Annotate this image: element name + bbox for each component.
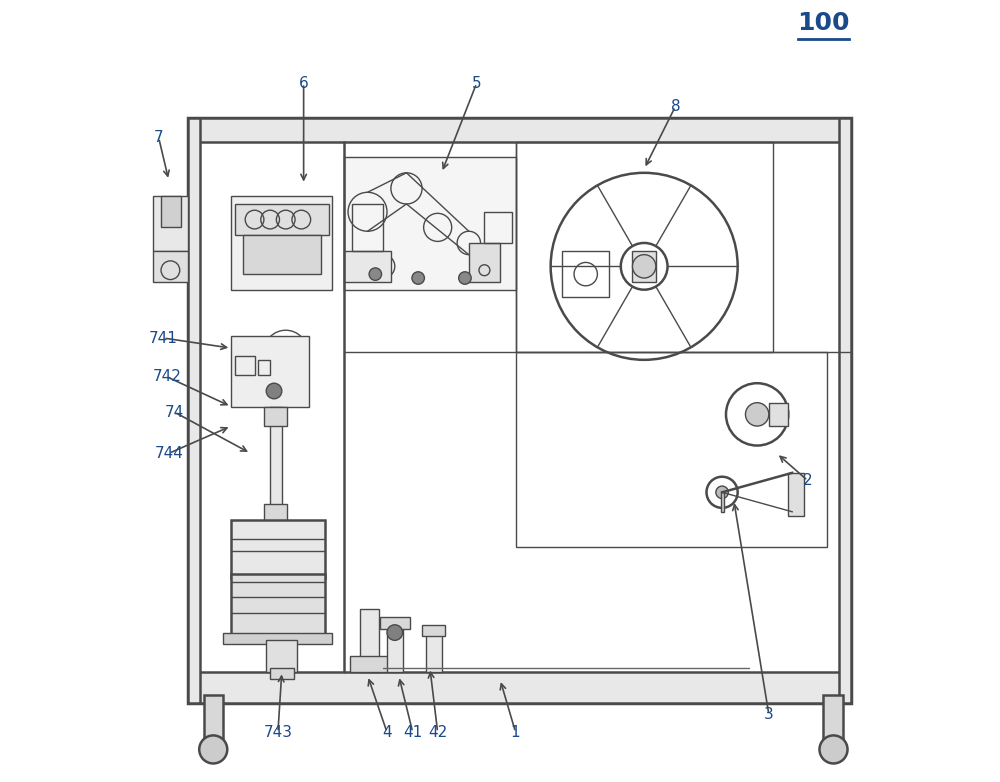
Text: 41: 41 [403, 725, 422, 740]
Text: 4: 4 [382, 725, 392, 740]
Bar [264, 504, 287, 523]
Bar [243, 235, 321, 274]
Circle shape [387, 625, 403, 640]
Bar [270, 668, 294, 680]
Circle shape [632, 255, 656, 278]
Bar [839, 118, 851, 703]
Bar [350, 656, 389, 672]
Bar [380, 617, 410, 629]
Bar [231, 519, 325, 578]
Bar [516, 142, 773, 352]
Bar [188, 672, 851, 703]
Bar [769, 403, 788, 426]
Bar [344, 157, 516, 289]
Circle shape [819, 735, 848, 763]
Bar [516, 352, 827, 547]
Bar [266, 640, 297, 672]
Text: 6: 6 [299, 76, 309, 91]
Bar [721, 493, 724, 511]
Text: 1: 1 [511, 725, 520, 740]
Bar [264, 407, 287, 426]
Text: 742: 742 [153, 369, 182, 385]
Bar [188, 118, 851, 142]
Bar [387, 625, 403, 672]
Circle shape [459, 272, 471, 284]
Text: 8: 8 [671, 99, 680, 114]
Text: 74: 74 [165, 404, 184, 419]
Text: 743: 743 [263, 725, 292, 740]
Bar [360, 609, 379, 672]
Bar [484, 212, 512, 243]
Bar [161, 196, 181, 228]
Text: 7: 7 [154, 131, 164, 145]
Text: 5: 5 [472, 76, 481, 91]
Bar [153, 251, 188, 282]
Bar [352, 204, 383, 251]
Bar [344, 251, 391, 282]
Circle shape [716, 486, 728, 499]
Circle shape [266, 383, 282, 399]
Circle shape [412, 272, 424, 284]
Circle shape [745, 403, 769, 426]
Text: 42: 42 [428, 725, 447, 740]
Bar [258, 360, 270, 375]
Bar [270, 407, 282, 547]
Bar [153, 196, 188, 251]
Text: 741: 741 [149, 331, 178, 346]
Text: 3: 3 [764, 707, 774, 722]
Bar [188, 118, 851, 703]
Bar [223, 633, 332, 644]
Bar [188, 118, 200, 703]
Bar [632, 251, 656, 282]
Text: 100: 100 [797, 11, 850, 35]
Text: 2: 2 [803, 473, 813, 488]
Bar [426, 629, 442, 672]
Bar [469, 243, 500, 282]
Bar [204, 695, 223, 749]
Bar [823, 695, 843, 749]
Circle shape [199, 735, 227, 763]
Text: 744: 744 [154, 446, 183, 461]
Bar [235, 356, 255, 375]
Bar [231, 574, 325, 640]
Circle shape [369, 268, 382, 281]
Bar [235, 204, 329, 235]
Bar [788, 473, 804, 515]
Bar [231, 196, 332, 289]
Bar [231, 336, 309, 407]
Bar [422, 625, 445, 637]
Bar [562, 251, 609, 297]
